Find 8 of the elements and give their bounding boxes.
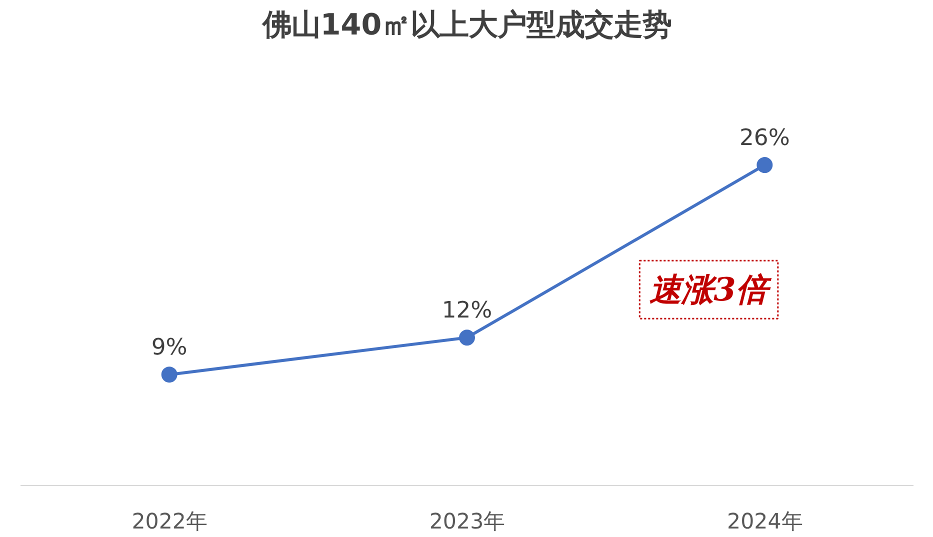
data-label: 26%: [739, 125, 790, 152]
x-tick-label: 2024年: [727, 510, 802, 534]
x-tick-label: 2023年: [429, 510, 505, 534]
data-label: 12%: [442, 298, 492, 324]
x-tick-label: 2022年: [132, 510, 207, 534]
chart-title: 佛山140㎡以上大户型成交走势: [261, 8, 672, 42]
annotation: 速涨3倍: [650, 270, 772, 309]
data-label: 9%: [151, 334, 188, 361]
